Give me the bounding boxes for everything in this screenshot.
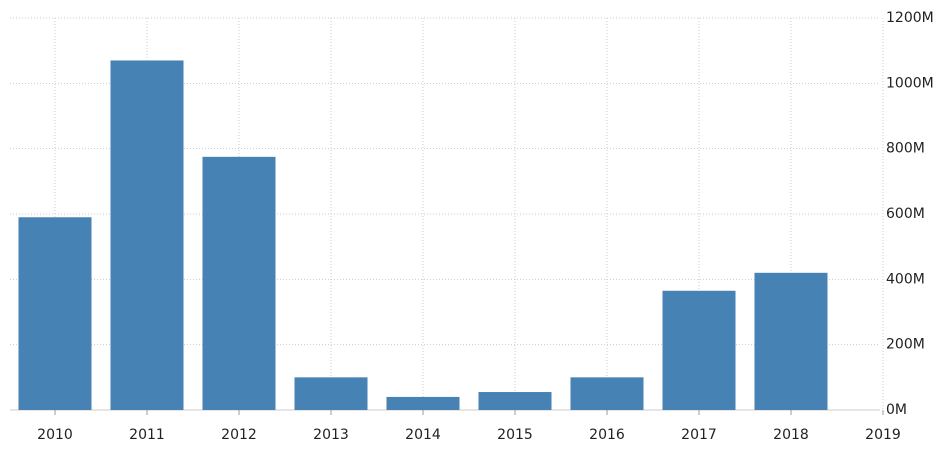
- x-tick-label: 2019: [865, 427, 901, 443]
- x-tick-label: 2011: [129, 427, 165, 443]
- y-tick-label: 1000M: [886, 75, 934, 91]
- y-tick-label: 200M: [886, 337, 925, 353]
- bar: [570, 377, 644, 410]
- bar: [754, 272, 828, 410]
- bar: [386, 396, 460, 410]
- x-tick-label: 2018: [773, 427, 809, 443]
- y-tick-label: 800M: [886, 141, 925, 157]
- x-tick-label: 2010: [37, 427, 73, 443]
- y-tick-label: 600M: [886, 206, 925, 222]
- x-tick-label: 2015: [497, 427, 533, 443]
- bar: [18, 217, 92, 410]
- bar: [110, 60, 184, 410]
- x-tick-label: 2014: [405, 427, 441, 443]
- x-tick-label: 2013: [313, 427, 349, 443]
- y-tick-label: 1200M: [886, 10, 934, 26]
- bar: [202, 156, 276, 410]
- bar: [478, 392, 552, 410]
- bar: [294, 377, 368, 410]
- y-tick-label: 0M: [886, 402, 907, 418]
- y-tick-label: 400M: [886, 271, 925, 287]
- x-tick-label: 2016: [589, 427, 625, 443]
- x-tick-label: 2017: [681, 427, 717, 443]
- bar: [662, 290, 736, 410]
- x-tick-label: 2012: [221, 427, 257, 443]
